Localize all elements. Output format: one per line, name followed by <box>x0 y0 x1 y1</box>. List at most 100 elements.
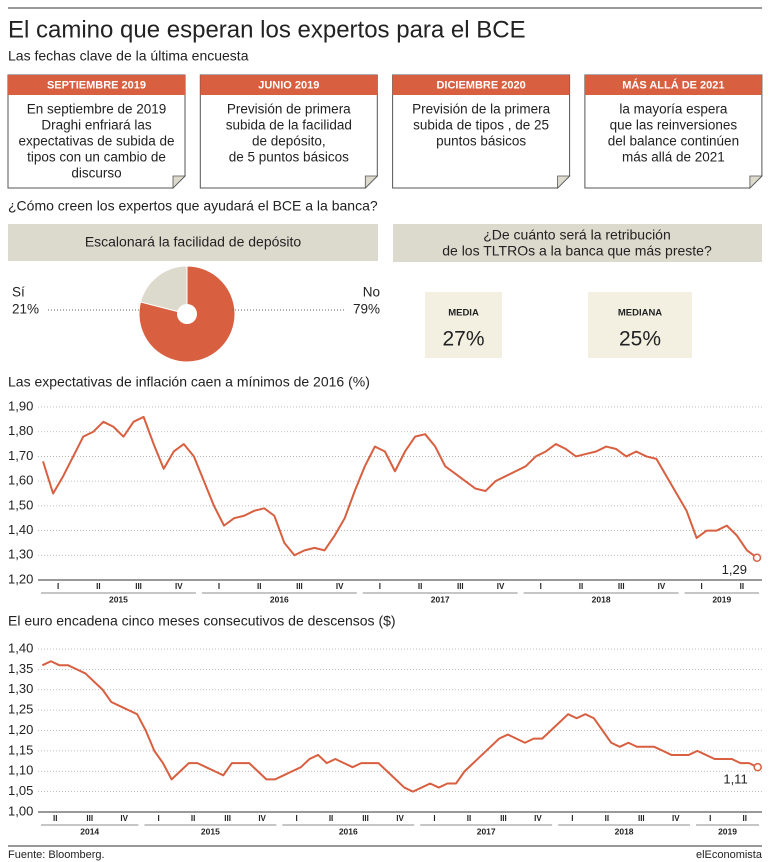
year-label: 2015 <box>201 826 220 836</box>
y-tick-label: 1,20 <box>8 722 33 737</box>
quarter-label: II <box>257 582 261 591</box>
quarter-label: IV <box>497 582 505 591</box>
card-fold <box>749 175 763 189</box>
card-text: de 5 puntos básicos <box>229 150 349 165</box>
subtitle: Las fechas clave de la última encuesta <box>8 48 249 64</box>
quarter-label: II <box>605 814 609 823</box>
year-label: 2017 <box>431 594 450 604</box>
end-marker <box>752 553 762 563</box>
panel-header <box>8 224 378 261</box>
year-label: 2014 <box>80 826 99 836</box>
quarter-label: IV <box>658 582 666 591</box>
pie-label: No <box>363 285 380 300</box>
quarter-label: IV <box>672 814 680 823</box>
y-tick-label: 1,40 <box>8 522 33 537</box>
stat-box <box>588 292 692 358</box>
quarter-label: III <box>135 582 142 591</box>
quarter-label: III <box>362 814 369 823</box>
card-text: del balance continúen <box>608 134 739 149</box>
card-header <box>392 75 570 95</box>
quarter-label: III <box>500 814 507 823</box>
line <box>41 660 759 793</box>
quarter-label: III <box>296 582 303 591</box>
card-heading: JUNIO 2019 <box>258 79 319 91</box>
y-tick-label: 1,20 <box>8 571 33 586</box>
y-tick-label: 1,50 <box>8 497 33 512</box>
line <box>42 415 758 559</box>
quarter-label: II <box>53 814 57 823</box>
quarter-label: I <box>379 582 381 591</box>
quarter-label: II <box>467 814 471 823</box>
quarter-label: II <box>96 582 100 591</box>
card-text: de depósito, <box>252 134 326 149</box>
quarter-label: II <box>329 814 333 823</box>
card-fold <box>172 175 186 189</box>
end-label: 1,11 <box>723 772 747 787</box>
chart-title: El euro encadena cinco meses consecutivo… <box>8 613 396 629</box>
brand: elEconomista <box>696 849 763 861</box>
pie-slice <box>139 265 188 315</box>
quarter-label: III <box>86 814 93 823</box>
year-label: 2017 <box>477 826 496 836</box>
quarter-label: IV <box>258 814 266 823</box>
year-label: 2019 <box>718 826 737 836</box>
pie-hole <box>177 304 197 324</box>
quarter-label: I <box>218 582 220 591</box>
pie-value-label: 79% <box>353 302 380 317</box>
panel-header <box>393 224 762 262</box>
y-tick-label: 1,90 <box>8 398 33 413</box>
y-tick-label: 1,60 <box>8 473 33 488</box>
quarter-label: III <box>224 814 231 823</box>
quarter-label: III <box>457 582 464 591</box>
y-tick-label: 1,35 <box>8 661 33 676</box>
card-header <box>584 75 762 95</box>
y-tick-label: 1,05 <box>8 783 33 798</box>
stat-label: MEDIA <box>448 308 479 319</box>
card-heading: MÁS ALLÁ DE 2021 <box>622 78 724 91</box>
end-marker <box>753 762 762 772</box>
title: El camino que esperan los expertos para … <box>8 16 526 43</box>
y-tick-label: 1,00 <box>8 803 33 818</box>
quarter-label: I <box>295 814 297 823</box>
card-text: Draghi enfriará las <box>41 118 152 133</box>
quarter-label: III <box>618 582 625 591</box>
y-tick-label: 1,10 <box>8 763 33 778</box>
question: ¿Cómo creen los expertos que ayudará el … <box>8 198 378 214</box>
year-label: 2016 <box>270 594 289 604</box>
y-tick-label: 1,40 <box>8 640 33 655</box>
quarter-label: II <box>418 582 422 591</box>
card-text: tipos con un cambio de <box>27 150 166 165</box>
card-text: puntos básicos <box>436 134 526 149</box>
y-tick-label: 1,25 <box>8 702 33 717</box>
card-text: que las reinversiones <box>610 118 738 133</box>
y-tick-label: 1,30 <box>8 547 33 562</box>
quarter-label: II <box>191 814 195 823</box>
card-text: En septiembre de 2019 <box>27 102 167 117</box>
chart-title: Las expectativas de inflación caen a mín… <box>8 374 370 390</box>
quarter-label: I <box>701 582 703 591</box>
year-label: 2015 <box>109 594 128 604</box>
year-label: 2016 <box>339 826 358 836</box>
card-text: la mayoría espera <box>619 102 728 117</box>
card-fold <box>364 175 379 189</box>
quarter-label: I <box>709 814 711 823</box>
quarter-label: I <box>433 814 435 823</box>
y-tick-label: 1,70 <box>8 448 33 463</box>
card-header <box>8 75 185 95</box>
quarter-label: I <box>57 582 59 591</box>
card-text: subida de la facilidad <box>226 118 352 133</box>
pie-label: Sí <box>12 285 25 300</box>
pie-value-label: 21% <box>12 302 39 317</box>
card-text: Previsión de primera <box>227 102 351 117</box>
pie-title: Escalonará la facilidad de depósito <box>85 234 302 250</box>
panel-heading: de los TLTROs a la banca que más preste? <box>442 243 712 259</box>
quarter-label: II <box>740 582 744 591</box>
y-tick-label: 1,30 <box>8 681 33 696</box>
quarter-label: I <box>571 814 573 823</box>
card-text: subida de tipos , de 25 <box>413 118 549 133</box>
card-heading: DICIEMBRE 2020 <box>436 79 525 91</box>
quarter-label: IV <box>534 814 542 823</box>
card-text: discurso <box>71 166 121 181</box>
quarter-label: I <box>158 814 160 823</box>
